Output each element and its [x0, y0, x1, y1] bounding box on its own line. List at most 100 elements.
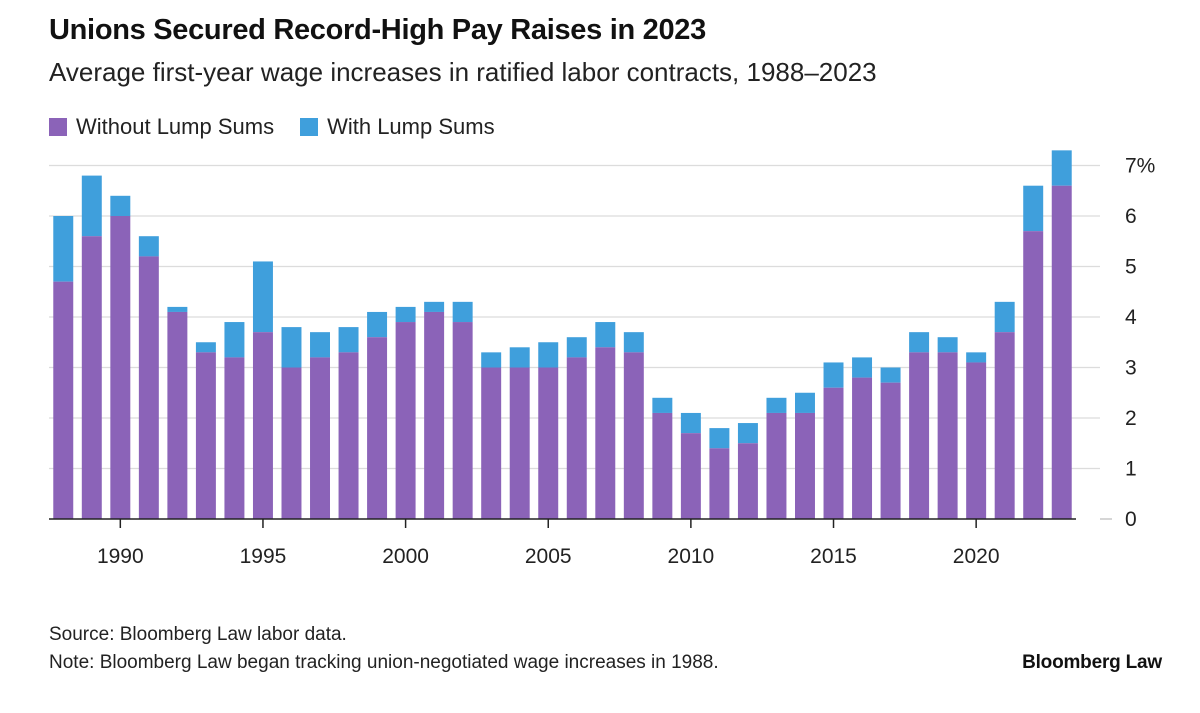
bar-with-lump-sums-2020 [966, 352, 987, 363]
bar-without-lump-sums-2006 [566, 357, 587, 519]
bar-with-lump-sums-2005 [538, 342, 559, 368]
bar-with-lump-sums-1998 [338, 327, 359, 353]
bar-with-lump-sums-2014 [795, 392, 815, 413]
bar-without-lump-sums-2005 [538, 367, 559, 519]
bar-without-lump-sums-1992 [167, 311, 188, 519]
bar-without-lump-sums-2000 [395, 322, 416, 519]
bar-without-lump-sums-1991 [138, 256, 159, 519]
bar-with-lump-sums-2008 [623, 332, 644, 353]
bar-without-lump-sums-2009 [652, 412, 673, 519]
bar-with-lump-sums-2006 [566, 337, 587, 358]
bar-with-lump-sums-2015 [823, 362, 844, 388]
bar-with-lump-sums-2000 [395, 306, 416, 323]
chart-subtitle: Average first-year wage increases in rat… [49, 57, 877, 87]
bar-without-lump-sums-2018 [909, 352, 930, 519]
bars [53, 150, 1072, 519]
brand-logo: Bloomberg Law [1022, 652, 1162, 673]
bar-with-lump-sums-1993 [195, 342, 216, 353]
y-tick-label: 4 [1125, 306, 1137, 329]
bar-without-lump-sums-2021 [994, 332, 1015, 519]
bar-without-lump-sums-1989 [81, 236, 102, 519]
bar-without-lump-sums-2007 [595, 347, 616, 519]
legend-swatch-with-lump-sums [300, 118, 319, 136]
x-tick-label: 2005 [525, 545, 572, 568]
bar-with-lump-sums-1990 [110, 195, 131, 216]
bar-without-lump-sums-1993 [195, 352, 216, 519]
bar-without-lump-sums-2001 [424, 311, 445, 519]
y-tick-label: 5 [1125, 256, 1137, 279]
x-tick-label: 2015 [810, 545, 857, 568]
source-note: Source: Bloomberg Law labor data. [49, 624, 347, 645]
bar-with-lump-sums-2022 [1023, 185, 1044, 232]
legend-swatch-without-lump-sums [49, 118, 67, 136]
bar-without-lump-sums-2002 [452, 322, 473, 519]
bar-with-lump-sums-2001 [424, 301, 445, 312]
bar-without-lump-sums-2015 [823, 387, 844, 519]
axes: 0 1 2 3 4 5 6 7% 1990 1995 2000 2005 2010 2015 2020 [49, 155, 1155, 568]
bar-with-lump-sums-2019 [937, 337, 958, 353]
bar-without-lump-sums-1990 [110, 216, 131, 519]
bar-without-lump-sums-1994 [224, 357, 245, 519]
legend: Without Lump Sums With Lump Sums [49, 114, 521, 140]
bar-without-lump-sums-2008 [623, 352, 644, 519]
x-tick-label: 2020 [953, 545, 1000, 568]
bar-with-lump-sums-2003 [481, 352, 502, 368]
bar-with-lump-sums-1992 [167, 306, 188, 312]
y-tick-label: 0 [1125, 508, 1137, 531]
bar-with-lump-sums-2002 [452, 301, 473, 323]
bar-without-lump-sums-2020 [966, 362, 987, 519]
bar-without-lump-sums-2004 [509, 367, 530, 519]
legend-label-without-lump-sums: Without Lump Sums [76, 114, 275, 139]
bar-without-lump-sums-2010 [680, 433, 701, 519]
bar-with-lump-sums-2009 [652, 397, 673, 413]
bar-without-lump-sums-1988 [53, 281, 74, 519]
bar-with-lump-sums-1991 [138, 236, 159, 257]
bar-without-lump-sums-2022 [1023, 231, 1044, 519]
bar-without-lump-sums-1996 [281, 367, 302, 519]
x-tick-label: 2010 [668, 545, 715, 568]
bar-without-lump-sums-1995 [252, 332, 273, 519]
bar-without-lump-sums-2019 [937, 352, 958, 519]
bar-with-lump-sums-2010 [680, 412, 701, 434]
y-tick-label: 3 [1125, 357, 1137, 380]
bar-without-lump-sums-1999 [367, 337, 388, 519]
x-tick-label: 1990 [97, 545, 144, 568]
y-tick-label: 7% [1125, 155, 1155, 178]
bar-with-lump-sums-2007 [595, 322, 616, 348]
bar-with-lump-sums-1999 [367, 311, 388, 338]
bar-with-lump-sums-2017 [880, 367, 901, 383]
bar-with-lump-sums-1994 [224, 322, 245, 358]
bar-without-lump-sums-2012 [737, 443, 758, 519]
bar-with-lump-sums-1989 [81, 175, 102, 237]
bar-without-lump-sums-2013 [766, 412, 787, 519]
x-tick-label: 1995 [240, 545, 287, 568]
bar-with-lump-sums-1996 [281, 327, 302, 368]
y-tick-label: 2 [1125, 407, 1137, 430]
bar-without-lump-sums-2003 [481, 367, 502, 519]
bar-without-lump-sums-2011 [709, 448, 730, 519]
footnote: Note: Bloomberg Law began tracking union… [49, 652, 719, 673]
bar-without-lump-sums-1997 [310, 357, 330, 519]
bar-with-lump-sums-2023 [1051, 150, 1072, 186]
bar-with-lump-sums-2013 [766, 397, 787, 413]
legend-label-with-lump-sums: With Lump Sums [327, 114, 495, 139]
bar-with-lump-sums-1997 [310, 332, 330, 358]
bar-with-lump-sums-2012 [737, 423, 758, 444]
y-tick-label: 1 [1125, 458, 1137, 481]
bar-with-lump-sums-2018 [909, 332, 930, 353]
bar-with-lump-sums-1988 [53, 216, 74, 282]
legend-item-with-lump-sums: With Lump Sums [300, 114, 495, 140]
y-tick-label: 6 [1125, 205, 1137, 228]
bar-with-lump-sums-1995 [252, 261, 273, 333]
chart-title: Unions Secured Record-High Pay Raises in… [49, 14, 706, 46]
bar-without-lump-sums-1998 [338, 352, 359, 519]
bar-without-lump-sums-2014 [795, 412, 815, 519]
bar-with-lump-sums-2016 [852, 357, 873, 378]
bar-with-lump-sums-2021 [994, 301, 1015, 333]
legend-item-without-lump-sums: Without Lump Sums [49, 114, 274, 140]
bar-without-lump-sums-2017 [880, 382, 901, 519]
bar-with-lump-sums-2011 [709, 428, 730, 449]
chart-plot: 0 1 2 3 4 5 6 7% 1990 1995 2000 2005 2010 2015 2020 [49, 150, 1155, 568]
x-tick-label: 2000 [382, 545, 429, 568]
bar-without-lump-sums-2023 [1051, 185, 1072, 519]
